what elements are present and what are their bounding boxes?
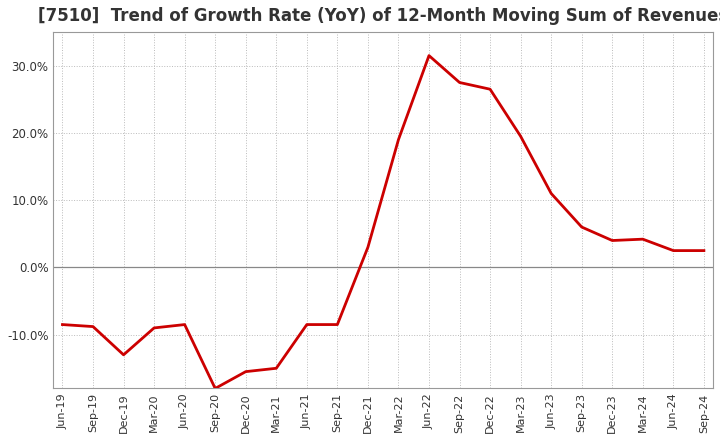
Title: [7510]  Trend of Growth Rate (YoY) of 12-Month Moving Sum of Revenues: [7510] Trend of Growth Rate (YoY) of 12-… (38, 7, 720, 25)
